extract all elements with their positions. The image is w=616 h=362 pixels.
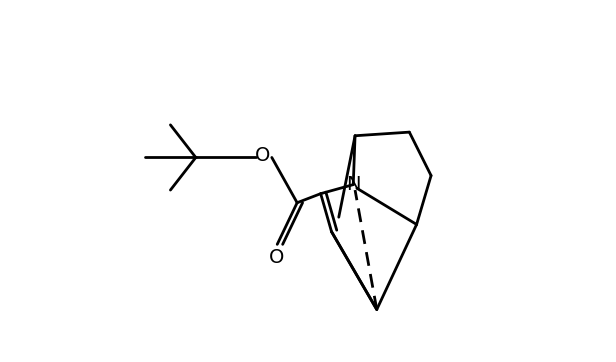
- Text: O: O: [269, 248, 284, 266]
- Text: N: N: [346, 175, 360, 194]
- Text: O: O: [255, 146, 270, 165]
